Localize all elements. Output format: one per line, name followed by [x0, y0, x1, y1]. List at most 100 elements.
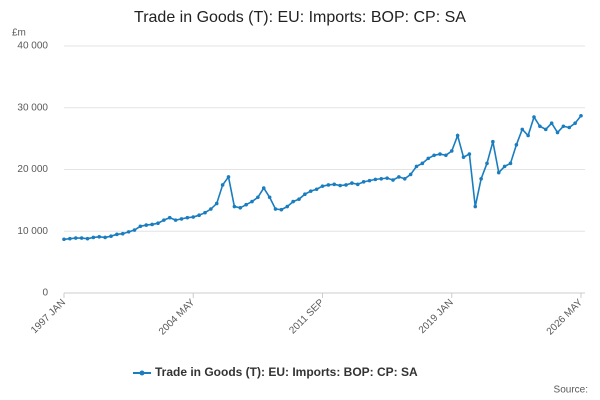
point [332, 182, 337, 187]
point [367, 178, 372, 183]
point [167, 215, 172, 220]
point [220, 183, 225, 187]
point [344, 183, 348, 187]
point [326, 183, 331, 187]
chart-title: Trade in Goods (T): EU: Imports: BOP: CP… [134, 9, 466, 26]
point [467, 152, 472, 156]
point [438, 152, 442, 156]
point [156, 221, 160, 226]
y-tick-label: 0 [42, 288, 48, 299]
point [267, 195, 272, 200]
point [244, 202, 248, 207]
point [379, 176, 384, 181]
point [385, 176, 389, 180]
point [226, 175, 231, 179]
point [573, 121, 577, 125]
y-tick-label: 40 000 [17, 41, 48, 52]
point [491, 139, 495, 144]
legend-marker [139, 370, 145, 376]
point [150, 222, 154, 227]
point [538, 124, 542, 129]
point [338, 183, 342, 188]
point [303, 192, 307, 196]
point [485, 161, 489, 166]
point [68, 236, 72, 241]
point [414, 164, 419, 169]
point [397, 175, 401, 179]
y-axis-label: £m [12, 28, 26, 39]
point [461, 155, 466, 159]
point [144, 223, 149, 227]
point [444, 153, 448, 158]
point [426, 156, 431, 161]
point [320, 184, 325, 188]
point [420, 161, 425, 166]
point [126, 230, 131, 234]
point [579, 113, 583, 118]
point [297, 197, 301, 201]
series-line [63, 115, 582, 241]
point [285, 204, 290, 209]
point [496, 170, 501, 175]
point [85, 236, 90, 241]
point [214, 201, 219, 206]
point [256, 195, 260, 200]
point [273, 207, 278, 211]
point [238, 205, 243, 210]
x-tick-label: 2011 SEP [287, 297, 326, 336]
point [479, 176, 483, 181]
point [115, 232, 119, 237]
point [132, 228, 137, 232]
point [120, 231, 125, 236]
point [191, 215, 196, 219]
point [279, 207, 284, 212]
point [355, 182, 360, 187]
point [109, 234, 113, 238]
point [179, 217, 184, 221]
point [473, 204, 478, 209]
point [209, 207, 213, 211]
x-tick-label: 2004 MAY [157, 297, 198, 338]
point [408, 172, 413, 177]
point [520, 127, 525, 132]
point [91, 235, 96, 240]
point [432, 153, 436, 158]
point [526, 133, 530, 138]
point [391, 178, 395, 182]
y-tick-label: 20 000 [17, 164, 48, 175]
point [449, 149, 454, 153]
point [561, 124, 566, 129]
point [555, 130, 560, 135]
point [455, 133, 460, 138]
point [103, 235, 107, 240]
point [250, 199, 254, 204]
point [508, 161, 513, 166]
point [173, 218, 178, 222]
point [514, 143, 519, 147]
point [543, 127, 548, 132]
y-tick-label: 30 000 [17, 102, 48, 113]
point [402, 176, 407, 181]
point [138, 224, 143, 229]
point [203, 210, 207, 215]
point [308, 189, 313, 193]
source: Source: [554, 385, 588, 396]
point [532, 115, 536, 119]
point [232, 204, 237, 209]
point [361, 180, 366, 184]
point [197, 213, 201, 217]
legend-label: Trade in Goods (T): EU: Imports: BOP: CP… [155, 365, 418, 379]
x-tick-label: 2026 MAY [545, 297, 586, 338]
point [291, 199, 295, 204]
point [350, 181, 354, 185]
point [567, 125, 572, 130]
point [261, 186, 266, 190]
point [73, 236, 78, 240]
point [162, 218, 166, 222]
point [314, 187, 319, 192]
point [62, 237, 66, 242]
x-tick-label: 2019 JAN [417, 297, 456, 336]
point [373, 177, 378, 182]
point [97, 235, 102, 239]
